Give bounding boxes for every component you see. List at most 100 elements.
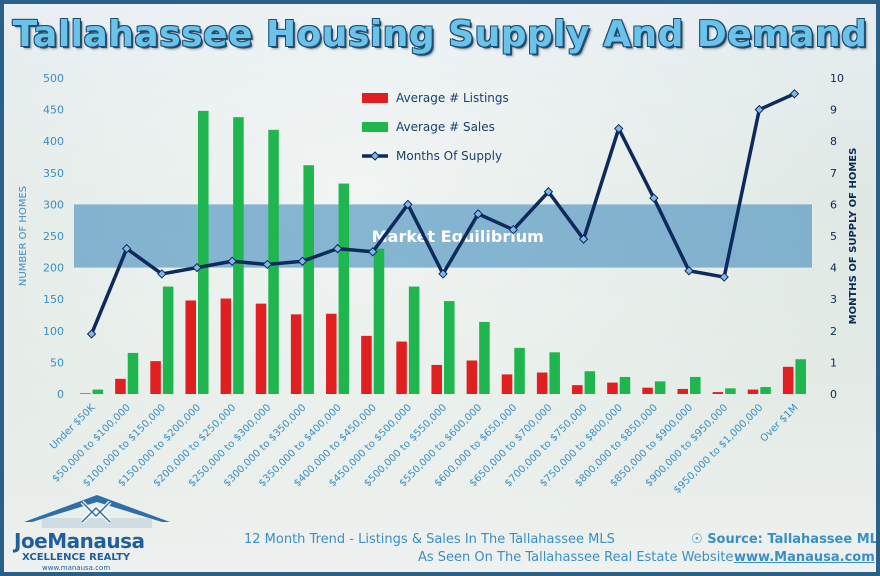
sales-bar <box>760 387 771 394</box>
y2-tick-label: 6 <box>830 198 837 211</box>
listings-bar <box>642 387 653 394</box>
logo-url: www.manausa.com <box>42 564 111 572</box>
y-tick-label: 450 <box>43 104 64 117</box>
listings-bar <box>431 364 442 394</box>
logo-name: JoeManausa <box>14 529 145 553</box>
supply-point <box>368 247 378 257</box>
y-tick-label: 250 <box>43 230 64 243</box>
y-tick-label: 150 <box>43 293 64 306</box>
website-link[interactable]: www.Manausa.com <box>734 550 875 565</box>
listings-bar <box>572 385 583 394</box>
sales-bar <box>268 129 279 394</box>
legend-swatch-listings <box>362 93 388 103</box>
y2-tick-label: 0 <box>830 388 837 401</box>
y2-tick-label: 5 <box>830 230 837 243</box>
seen-on-caption: As Seen On The Tallahassee Real Estate W… <box>418 550 734 565</box>
y2-tick-label: 7 <box>830 167 837 180</box>
listings-bar <box>80 393 91 394</box>
sales-bar <box>127 352 139 394</box>
y-tick-label: 350 <box>43 167 64 180</box>
supply-point <box>157 269 167 279</box>
listings-bar <box>396 341 407 394</box>
y2-tick-label: 2 <box>830 325 837 338</box>
sales-bar <box>795 359 806 394</box>
listings-bar <box>466 360 478 394</box>
listings-bar <box>115 378 126 394</box>
company-logo[interactable]: JoeManausa XCELLENCE REALTY www.manausa.… <box>12 492 172 572</box>
sales-bar <box>198 110 209 394</box>
sales-bar <box>725 388 736 394</box>
y-tick-label: 500 <box>43 72 64 85</box>
listings-bar <box>712 392 724 394</box>
legend-label-sales: Average # Sales <box>396 120 495 134</box>
supply-point <box>438 269 448 279</box>
sales-bar <box>549 352 560 394</box>
y-tick-label: 100 <box>43 325 64 338</box>
sales-bar <box>92 389 104 394</box>
supply-point <box>614 123 624 134</box>
background-vignette <box>4 4 876 572</box>
sales-bar <box>303 165 314 394</box>
sales-bar <box>619 376 631 394</box>
legend-swatch-sales <box>362 122 388 132</box>
listings-bar <box>536 372 548 394</box>
listings-bar <box>361 335 372 394</box>
chart-title: Tallahassee Housing Supply And Demand <box>12 14 868 55</box>
listings-bar <box>220 298 232 394</box>
sales-bar <box>162 286 174 394</box>
sales-bar <box>654 381 666 394</box>
equilibrium-band <box>74 204 812 268</box>
supply-point <box>684 266 694 276</box>
sales-bar <box>233 117 244 395</box>
supply-demand-chart: Market Equilibrium0501001502002503003504… <box>18 72 859 496</box>
listings-bar <box>782 366 794 394</box>
supply-point <box>332 243 343 254</box>
house-x-icon <box>24 495 170 528</box>
supply-point <box>789 89 800 99</box>
equilibrium-label: Market Equilibrium <box>372 227 544 246</box>
supply-point <box>649 193 659 203</box>
sales-bar <box>373 248 385 394</box>
y2-tick-label: 3 <box>830 293 837 306</box>
listings-bar <box>326 313 337 394</box>
legend-label-listings: Average # Listings <box>396 91 509 105</box>
sales-bar <box>479 321 490 394</box>
listings-bar <box>501 374 513 394</box>
listings-bar <box>677 388 688 394</box>
supply-point <box>86 329 97 339</box>
sales-bar <box>514 347 525 394</box>
x-tick-label: Over $1M <box>758 402 800 444</box>
y-axis-title: NUMBER OF HOMES <box>18 186 29 286</box>
supply-point <box>262 259 272 270</box>
logo-subtitle: XCELLENCE REALTY <box>22 552 131 563</box>
supply-point <box>473 209 483 219</box>
listings-bar <box>290 314 302 394</box>
supply-point <box>192 262 202 273</box>
listings-bar <box>255 303 267 394</box>
source-text: Source: Tallahassee MLS <box>707 532 880 547</box>
globe-icon: ☉ <box>691 532 708 547</box>
supply-point <box>297 256 308 266</box>
supply-point <box>578 234 589 244</box>
y-tick-label: 300 <box>43 198 64 211</box>
y2-tick-label: 8 <box>830 135 837 148</box>
source-caption: ☉ Source: Tallahassee MLS <box>691 532 880 547</box>
listings-bar <box>185 300 196 394</box>
trend-caption: 12 Month Trend - Listings & Sales In The… <box>244 532 615 547</box>
y2-tick-label: 9 <box>830 104 837 117</box>
y2-tick-label: 1 <box>830 356 837 369</box>
y-tick-label: 200 <box>43 262 64 275</box>
y2-tick-label: 4 <box>830 262 837 275</box>
sales-bar <box>408 286 420 394</box>
legend-label-supply: Months Of Supply <box>396 149 502 163</box>
y-tick-label: 400 <box>43 135 64 148</box>
y2-tick-label: 10 <box>830 72 844 85</box>
y-tick-label: 0 <box>57 388 64 401</box>
supply-point <box>508 224 518 235</box>
sales-bar <box>444 301 455 394</box>
supply-point <box>754 104 764 115</box>
supply-point <box>543 187 554 197</box>
supply-point <box>122 243 132 254</box>
listings-bar <box>150 361 161 394</box>
